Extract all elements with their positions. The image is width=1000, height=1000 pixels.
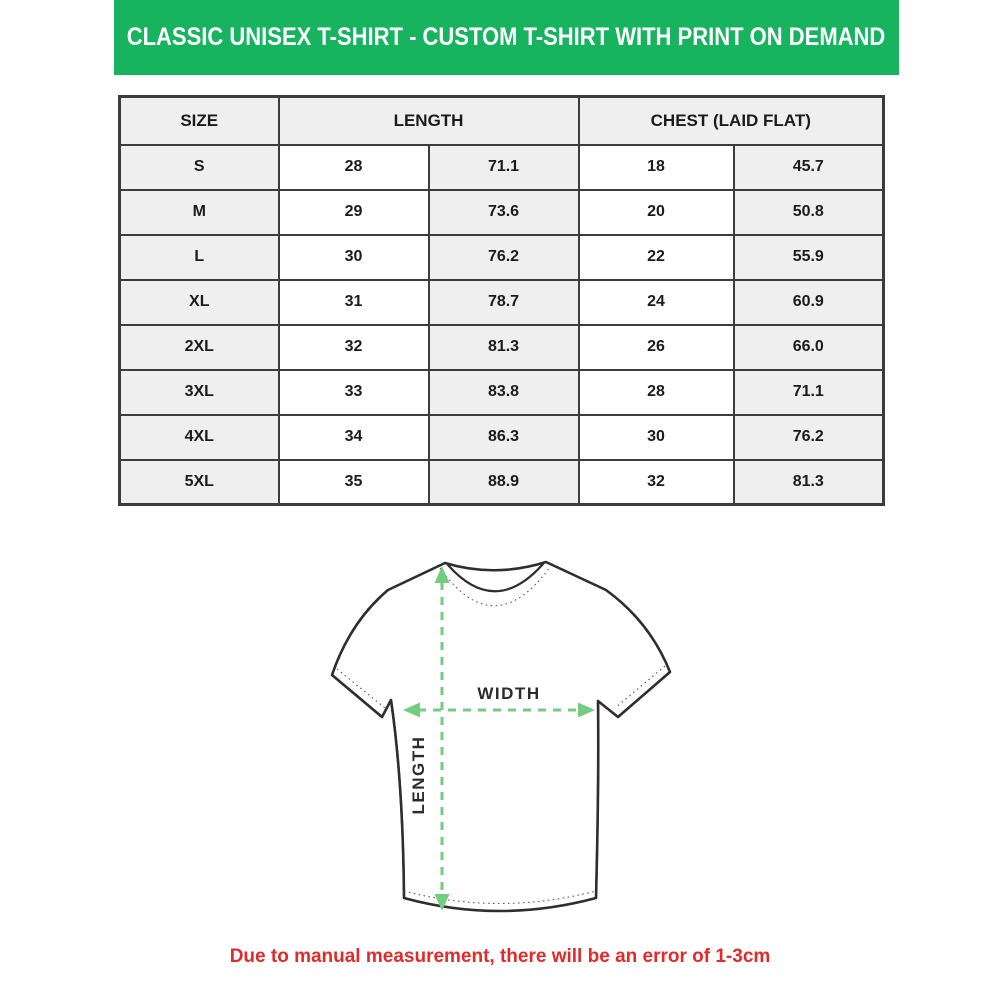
chest-in-cell: 26 [577,323,735,371]
size-table: SIZE LENGTH CHEST (LAID FLAT) S 28 71.1 … [118,95,886,506]
title-banner: CLASSIC UNISEX T-SHIRT - CUSTOM T-SHIRT … [114,0,899,75]
table-row: L 30 76.2 22 55.9 [118,233,885,281]
chest-in-cell: 28 [577,368,735,416]
chest-in-cell: 30 [577,413,735,461]
hem-stitch [403,890,597,904]
table-header-row: SIZE LENGTH CHEST (LAID FLAT) [118,95,885,146]
width-arrow [403,702,595,718]
length-in-cell: 33 [277,368,430,416]
table-row: 4XL 34 86.3 30 76.2 [118,413,885,461]
size-column-header: SIZE [118,95,280,146]
chest-in-cell: 24 [577,278,735,326]
length-in-cell: 32 [277,323,430,371]
chest-cm-cell: 76.2 [732,413,885,461]
right-sleeve-hem [616,670,672,719]
tshirt-svg: WIDTH LENGTH [330,560,672,913]
size-cell: XL [118,278,280,326]
right-sleeve-stitch [614,665,666,709]
table-row: M 29 73.6 20 50.8 [118,188,885,236]
chest-column-header: CHEST (LAID FLAT) [577,95,885,146]
length-in-cell: 30 [277,233,430,281]
length-in-cell: 35 [277,458,430,506]
size-cell: 2XL [118,323,280,371]
chest-cm-cell: 71.1 [732,368,885,416]
width-label: WIDTH [477,684,540,703]
chest-cm-cell: 45.7 [732,143,885,191]
table-row: XL 31 78.7 24 60.9 [118,278,885,326]
size-cell: 5XL [118,458,280,506]
collar-inner-curve [446,562,545,593]
length-cm-cell: 88.9 [427,458,580,506]
length-cm-cell: 83.8 [427,368,580,416]
left-sleeve-hem [330,673,384,719]
tshirt-diagram: WIDTH LENGTH [290,552,710,932]
chest-in-cell: 22 [577,233,735,281]
length-arrow [434,566,450,911]
length-in-cell: 29 [277,188,430,236]
size-cell: S [118,143,280,191]
length-label: LENGTH [409,736,428,815]
table-row: 3XL 33 83.8 28 71.1 [118,368,885,416]
length-cm-cell: 81.3 [427,323,580,371]
size-cell: M [118,188,280,236]
chest-in-cell: 20 [577,188,735,236]
chest-cm-cell: 50.8 [732,188,885,236]
length-cm-cell: 71.1 [427,143,580,191]
measurement-disclaimer: Due to manual measurement, there will be… [229,946,771,967]
length-cm-cell: 86.3 [427,413,580,461]
length-cm-cell: 73.6 [427,188,580,236]
page-title: CLASSIC UNISEX T-SHIRT - CUSTOM T-SHIRT … [127,23,886,51]
size-cell: 4XL [118,413,280,461]
table-row: 2XL 32 81.3 26 66.0 [118,323,885,371]
chest-cm-cell: 66.0 [732,323,885,371]
length-column-header: LENGTH [277,95,580,146]
length-cm-cell: 78.7 [427,278,580,326]
left-body-seam [389,698,406,900]
right-body-seam [594,699,600,900]
table-row: S 28 71.1 18 45.7 [118,143,885,191]
length-cm-cell: 76.2 [427,233,580,281]
chest-cm-cell: 55.9 [732,233,885,281]
table-row: 5XL 35 88.9 32 81.3 [118,458,885,506]
chest-in-cell: 32 [577,458,735,506]
tshirt-silhouette [330,560,672,913]
chest-cm-cell: 60.9 [732,278,885,326]
size-cell: L [118,233,280,281]
length-in-cell: 34 [277,413,430,461]
length-in-cell: 28 [277,143,430,191]
size-cell: 3XL [118,368,280,416]
chest-in-cell: 18 [577,143,735,191]
chest-cm-cell: 81.3 [732,458,885,506]
left-sleeve-stitch [336,668,386,709]
length-in-cell: 31 [277,278,430,326]
